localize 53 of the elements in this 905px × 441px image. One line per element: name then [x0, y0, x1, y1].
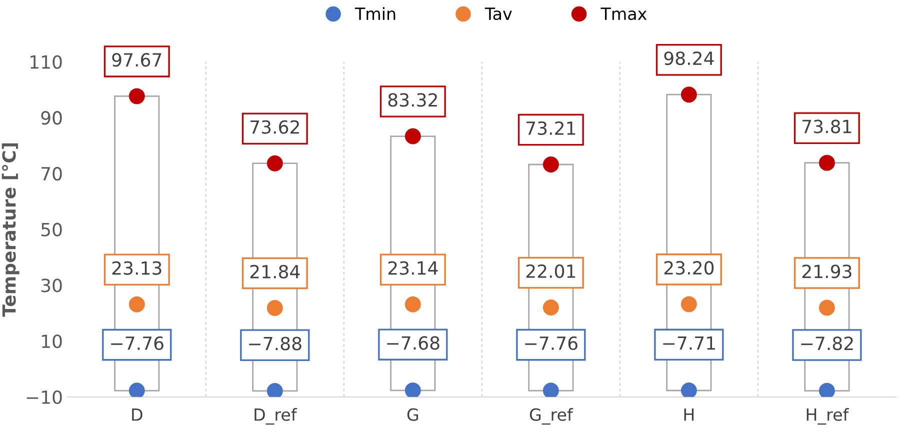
y-tick-label: 10	[42, 334, 62, 348]
data-label: 73.62	[250, 120, 299, 134]
point	[266, 383, 283, 397]
point	[128, 296, 145, 312]
y-tick-label: 90	[41, 111, 62, 125]
point	[266, 300, 283, 316]
data-label: 22.01	[526, 264, 576, 278]
point	[128, 382, 145, 397]
legend-label: Tav	[484, 8, 512, 20]
point	[680, 296, 697, 312]
point	[266, 155, 283, 172]
legend-label: Tmin	[354, 7, 396, 20]
x-tick-label: D_ref	[254, 408, 298, 425]
point	[404, 296, 421, 312]
x-tick-label: G_ref	[530, 408, 574, 425]
point	[818, 154, 835, 171]
data-label: 21.84	[250, 264, 300, 278]
data-label: −7.76	[111, 336, 164, 350]
point	[404, 128, 421, 144]
data-label: 23.14	[388, 261, 438, 275]
y-tick-label: 50	[41, 222, 62, 236]
y-tick-label: 70	[42, 166, 62, 181]
y-axis-title: Temperature [°C]	[2, 143, 20, 317]
point	[542, 156, 559, 172]
x-tick-label: D	[132, 408, 142, 421]
point	[680, 86, 697, 103]
x-tick-label: G	[407, 408, 418, 421]
data-label: 98.24	[664, 51, 714, 66]
x-tick-label: H_ref	[806, 408, 849, 425]
y-tick-label: 30	[41, 278, 62, 292]
data-label: −7.82	[801, 336, 853, 350]
point	[542, 382, 559, 397]
y-tick-label: 110	[30, 55, 62, 69]
point	[818, 300, 835, 316]
data-label: 21.93	[802, 264, 852, 278]
data-label: 23.13	[112, 261, 162, 275]
data-label: −7.68	[387, 336, 440, 350]
point	[128, 88, 145, 104]
point	[818, 382, 835, 397]
data-label: 83.32	[388, 93, 437, 107]
data-label: −7.71	[663, 336, 715, 350]
x-tick-label: H	[684, 408, 694, 421]
data-label: 97.67	[112, 53, 162, 67]
point	[404, 382, 421, 397]
point	[680, 382, 697, 397]
point	[542, 300, 559, 316]
data-label: −7.76	[525, 336, 578, 350]
data-label: 73.81	[802, 120, 852, 134]
y-tick-label: −10	[26, 390, 62, 404]
data-label: 73.21	[526, 121, 576, 136]
data-label: −7.88	[249, 336, 302, 350]
legend-label: Tmax	[600, 8, 647, 20]
data-label: 23.20	[664, 261, 714, 275]
